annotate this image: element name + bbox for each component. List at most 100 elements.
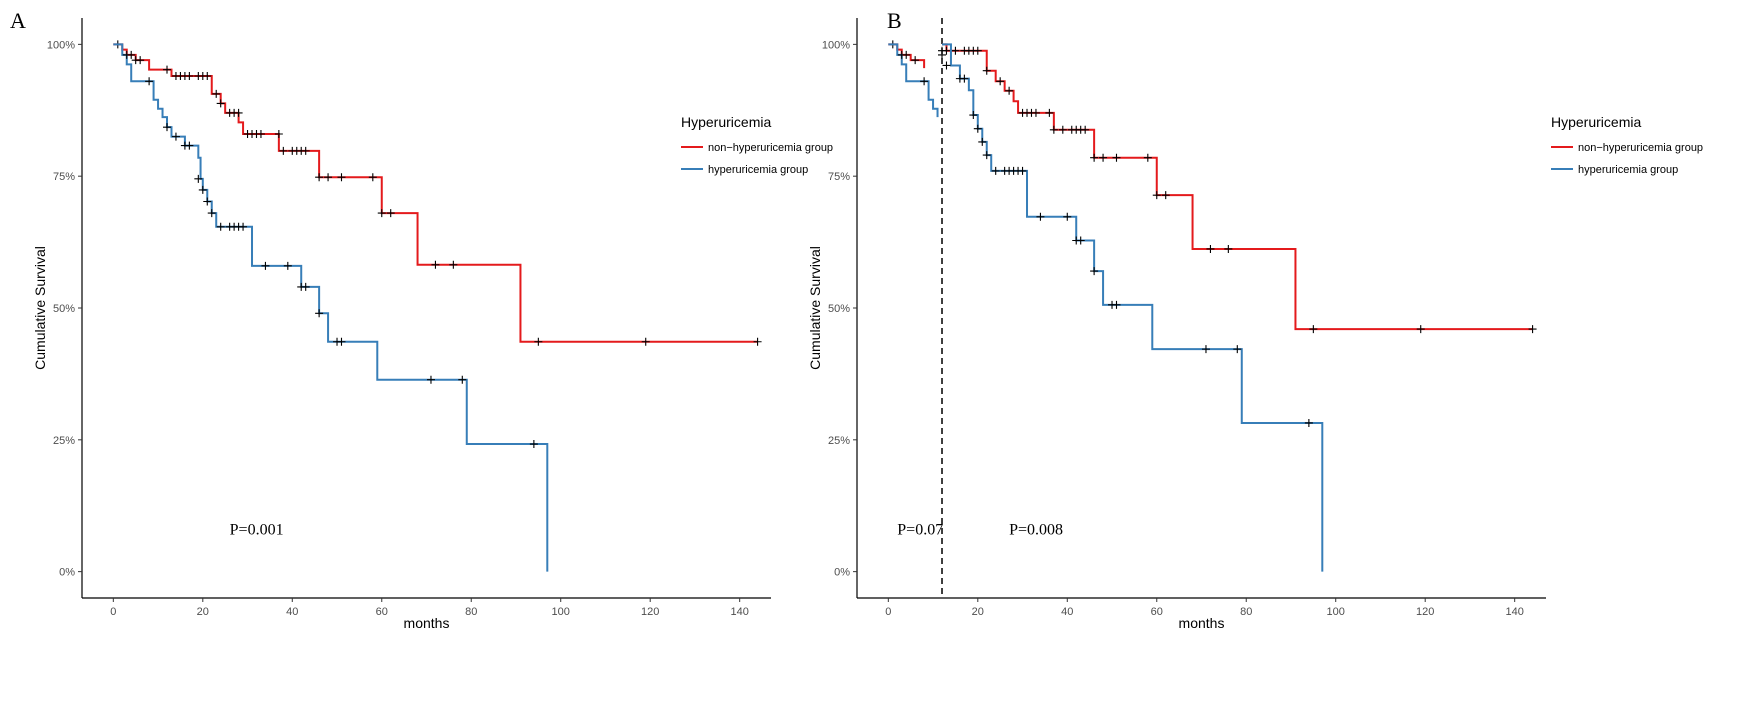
p-value-annotation: P=0.008 [1009, 522, 1063, 539]
censor-mark [386, 209, 395, 218]
x-tick-label: 100 [552, 606, 570, 618]
censor-mark [960, 74, 969, 83]
censor-mark [1090, 267, 1099, 276]
y-tick-label: 25% [828, 435, 850, 447]
censor-mark [458, 375, 467, 384]
censor-mark [212, 89, 221, 98]
censor-mark [145, 77, 154, 86]
legend-entry-non-hyperuricemia: non−hyperuricemia group [1578, 142, 1703, 154]
legend-title: Hyperuricemia [1551, 114, 1641, 130]
x-tick-label: 0 [885, 606, 891, 618]
legend-entry-non-hyperuricemia: non−hyperuricemia group [708, 142, 833, 154]
censor-mark [920, 77, 929, 86]
censor-mark [194, 174, 203, 183]
survival-curve [942, 43, 1324, 572]
x-tick-label: 0 [110, 606, 116, 618]
censor-mark [1090, 153, 1099, 162]
y-tick-label: 50% [53, 303, 75, 315]
censor-mark [996, 77, 1005, 86]
censor-mark [1081, 125, 1090, 134]
censor-mark [256, 130, 265, 138]
censor-mark [897, 50, 906, 59]
panel-b: B Hyperuricemia non−hyperuricemia group … [807, 8, 1703, 631]
censor-mark [426, 375, 435, 384]
censor-mark [1063, 212, 1072, 221]
x-tick-label: 140 [731, 606, 749, 618]
censor-mark [203, 72, 212, 80]
censor-mark [1058, 125, 1067, 134]
censor-mark [171, 132, 180, 141]
y-tick-label: 50% [828, 303, 850, 315]
x-tick-label: 40 [1061, 606, 1073, 618]
x-tick-label: 20 [972, 606, 984, 618]
censor-mark [163, 65, 172, 74]
censor-mark [978, 137, 987, 146]
legend: Hyperuricemia non−hyperuricemia group hy… [1551, 114, 1703, 176]
x-tick-label: 80 [1240, 606, 1252, 618]
censor-mark [973, 46, 982, 55]
censor-mark [969, 111, 978, 120]
censor-mark [1099, 153, 1108, 162]
censor-mark [234, 108, 243, 117]
censor-mark [1045, 108, 1054, 117]
x-tick-label: 100 [1327, 606, 1345, 618]
censor-mark [1036, 212, 1045, 221]
censor-mark [973, 124, 982, 133]
censor-mark [368, 173, 377, 182]
censor-mark [1161, 191, 1170, 200]
censor-mark [337, 173, 346, 182]
censor-mark [951, 46, 960, 55]
panel-label: A [10, 8, 26, 33]
censor-mark [301, 146, 310, 155]
x-axis-title: months [1179, 615, 1225, 631]
censor-mark [1201, 345, 1210, 354]
x-tick-label: 120 [1416, 606, 1434, 618]
censor-mark [337, 337, 346, 346]
x-tick-label: 120 [641, 606, 659, 618]
censor-mark [279, 146, 288, 155]
censor-mark [1224, 244, 1233, 253]
survival-curve [942, 43, 1533, 331]
censor-mark [1304, 418, 1313, 427]
legend: Hyperuricemia non−hyperuricemia group hy… [681, 114, 833, 176]
censor-mark [1416, 325, 1425, 334]
y-tick-label: 0% [834, 567, 850, 579]
censor-mark [185, 72, 194, 80]
censor-mark [1031, 108, 1040, 117]
x-tick-label: 20 [197, 606, 209, 618]
panel-label: B [887, 8, 902, 33]
censor-mark [641, 337, 650, 346]
censor-mark [315, 173, 324, 182]
censor-mark [911, 56, 920, 65]
censor-mark [991, 166, 1000, 175]
censor-mark [1152, 191, 1161, 200]
y-tick-label: 100% [822, 39, 850, 51]
censor-mark [239, 222, 248, 231]
y-tick-label: 75% [828, 171, 850, 183]
censor-mark [1309, 325, 1318, 334]
censor-mark [982, 151, 991, 160]
censor-mark [163, 123, 172, 132]
y-tick-label: 75% [53, 171, 75, 183]
censor-mark [1143, 153, 1152, 162]
censor-mark [203, 197, 212, 206]
censor-mark [198, 185, 207, 194]
x-tick-label: 40 [286, 606, 298, 618]
censor-mark [301, 282, 310, 291]
censor-mark [1528, 325, 1537, 334]
x-tick-label: 60 [1151, 606, 1163, 618]
censor-mark [274, 130, 283, 138]
x-axis-title: months [404, 615, 450, 631]
censor-mark [534, 337, 543, 346]
p-value-annotation: P=0.07 [897, 522, 943, 539]
y-tick-label: 25% [53, 435, 75, 447]
censor-mark [942, 61, 951, 70]
panel-a: A Hyperuricemia non−hyperuricemia group … [10, 8, 833, 631]
censor-mark [1206, 244, 1215, 253]
censor-mark [136, 56, 145, 65]
y-axis-title: Cumulative Survival [807, 246, 823, 370]
y-tick-label: 0% [59, 567, 75, 579]
censor-mark [938, 50, 947, 59]
censor-mark [1076, 236, 1085, 245]
